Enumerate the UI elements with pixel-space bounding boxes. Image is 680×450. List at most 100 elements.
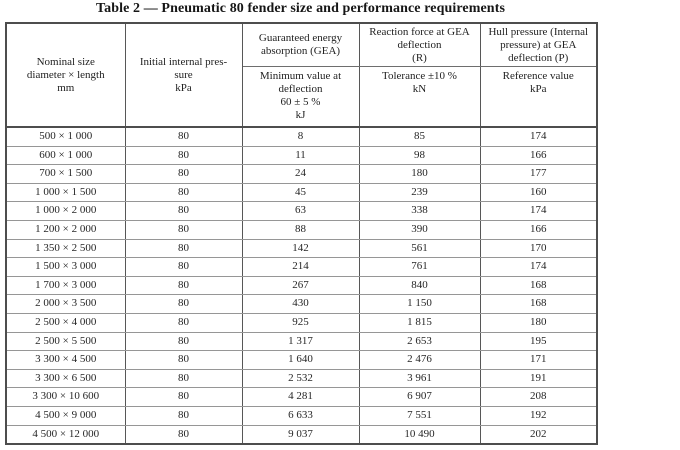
- table-cell: 168: [479, 294, 598, 314]
- table-cell: 4 281: [241, 387, 360, 407]
- table-cell: 3 300 × 10 600: [5, 387, 126, 407]
- table-cell: 267: [241, 275, 360, 296]
- table-cell: 338: [358, 201, 481, 221]
- table-cell: 80: [124, 424, 243, 445]
- table-cell: 80: [124, 350, 243, 370]
- table-cell: 63: [241, 201, 360, 221]
- table-cell: 85: [358, 126, 481, 147]
- table-cell: 1 000 × 2 000: [5, 201, 126, 221]
- table-cell: 160: [479, 182, 598, 203]
- table-header: Nominal size diameter × length mm Initia…: [5, 23, 598, 128]
- table-cell: 925: [241, 312, 360, 333]
- table-cell: 1 000 × 1 500: [5, 182, 126, 203]
- header-initial-pressure: Initial internal pres- sure kPa: [124, 23, 243, 128]
- table-row: 600 × 1 000 80 11 98 166: [5, 145, 598, 166]
- table-cell: 390: [358, 219, 481, 240]
- table-cell: 98: [358, 145, 481, 166]
- table-cell: 170: [479, 238, 598, 259]
- table-row: 3 300 × 4 500 80 1 640 2 476 171: [5, 350, 598, 370]
- table-cell: 2 476: [358, 350, 481, 370]
- table-cell: 195: [479, 331, 598, 352]
- table-cell: 1 815: [358, 312, 481, 333]
- table-cell: 1 350 × 2 500: [5, 238, 126, 259]
- table-cell: 3 961: [358, 368, 481, 389]
- header-row-sub: Minimum value at deflection 60 ± 5 % kJ …: [6, 66, 598, 128]
- table-cell: 174: [479, 257, 598, 277]
- table-cell: 171: [479, 350, 598, 370]
- table-row: 1 500 × 3 000 80 214 761 174: [5, 257, 598, 277]
- table-cell: 208: [479, 387, 598, 407]
- table-cell: 80: [124, 126, 243, 147]
- table-cell: 174: [479, 126, 598, 147]
- table-cell: 430: [241, 294, 360, 314]
- table-cell: 239: [358, 182, 481, 203]
- table-cell: 3 300 × 6 500: [5, 368, 126, 389]
- table-cell: 4 500 × 12 000: [5, 424, 126, 445]
- table-cell: 11: [241, 145, 360, 166]
- table-cell: 9 037: [241, 424, 360, 445]
- header-gea: Guaranteed energy absorption (GEA): [241, 23, 360, 67]
- table-cell: 80: [124, 387, 243, 407]
- table-row: 4 500 × 12 000 80 9 037 10 490 202: [5, 424, 598, 445]
- table-cell: 10 490: [358, 424, 481, 445]
- table-cell: 166: [479, 219, 598, 240]
- table-row: 1 350 × 2 500 80 142 561 170: [5, 238, 598, 259]
- table-cell: 1 317: [241, 331, 360, 352]
- table-row: 2 500 × 4 000 80 925 1 815 180: [5, 312, 598, 333]
- table-cell: 6 633: [241, 405, 360, 426]
- table-cell: 2 500 × 5 500: [5, 331, 126, 352]
- table-row: 1 200 × 2 000 80 88 390 166: [5, 219, 598, 240]
- table-cell: 80: [124, 331, 243, 352]
- table-cell: 80: [124, 312, 243, 333]
- table-cell: 7 551: [358, 405, 481, 426]
- table-cell: 3 300 × 4 500: [5, 350, 126, 370]
- subheader-gea-minimum: Minimum value at deflection 60 ± 5 % kJ: [241, 66, 360, 128]
- table-row: 2 500 × 5 500 80 1 317 2 653 195: [5, 331, 598, 352]
- table-cell: 561: [358, 238, 481, 259]
- table-cell: 600 × 1 000: [5, 145, 126, 166]
- table-cell: 80: [124, 164, 243, 184]
- subheader-hull-reference: Reference value kPa: [479, 66, 598, 128]
- table-cell: 45: [241, 182, 360, 203]
- header-row-top: Nominal size diameter × length mm Initia…: [5, 23, 598, 128]
- table-cell: 2 500 × 4 000: [5, 312, 126, 333]
- table-cell: 2 000 × 3 500: [5, 294, 126, 314]
- table-cell: 80: [124, 182, 243, 203]
- table-cell: 180: [358, 164, 481, 184]
- table-row: 1 000 × 1 500 80 45 239 160: [5, 182, 598, 203]
- table-row: 3 300 × 10 600 80 4 281 6 907 208: [5, 387, 598, 407]
- table-cell: 191: [479, 368, 598, 389]
- table-cell: 88: [241, 219, 360, 240]
- table-title: Table 2 — Pneumatic 80 fender size and p…: [95, 1, 506, 16]
- table-cell: 1 640: [241, 350, 360, 370]
- table-cell: 166: [479, 145, 598, 166]
- table-cell: 180: [479, 312, 598, 333]
- table-row: 1 000 × 2 000 80 63 338 174: [5, 201, 598, 221]
- table-cell: 80: [124, 257, 243, 277]
- header-nominal-size: Nominal size diameter × length mm: [5, 23, 126, 128]
- table-cell: 2 532: [241, 368, 360, 389]
- table-row: 1 700 × 3 000 80 267 840 168: [5, 275, 598, 296]
- table-cell: 8: [241, 126, 360, 147]
- table-cell: 1 500 × 3 000: [5, 257, 126, 277]
- table-cell: 500 × 1 000: [5, 126, 126, 147]
- table-cell: 700 × 1 500: [5, 164, 126, 184]
- table-cell: 80: [124, 294, 243, 314]
- subheader-reaction-tolerance: Tolerance ±10 % kN: [358, 66, 481, 128]
- table-cell: 2 653: [358, 331, 481, 352]
- table-cell: 761: [358, 257, 481, 277]
- table-cell: 214: [241, 257, 360, 277]
- table-cell: 1 200 × 2 000: [5, 219, 126, 240]
- table-cell: 168: [479, 275, 598, 296]
- table-cell: 1 150: [358, 294, 481, 314]
- table-cell: 142: [241, 238, 360, 259]
- table-cell: 80: [124, 201, 243, 221]
- table-cell: 4 500 × 9 000: [5, 405, 126, 426]
- table-cell: 80: [124, 145, 243, 166]
- table-row: 3 300 × 6 500 80 2 532 3 961 191: [5, 368, 598, 389]
- table-row: 700 × 1 500 80 24 180 177: [5, 164, 598, 184]
- table-cell: 174: [479, 201, 598, 221]
- table-cell: 177: [479, 164, 598, 184]
- table-cell: 80: [124, 368, 243, 389]
